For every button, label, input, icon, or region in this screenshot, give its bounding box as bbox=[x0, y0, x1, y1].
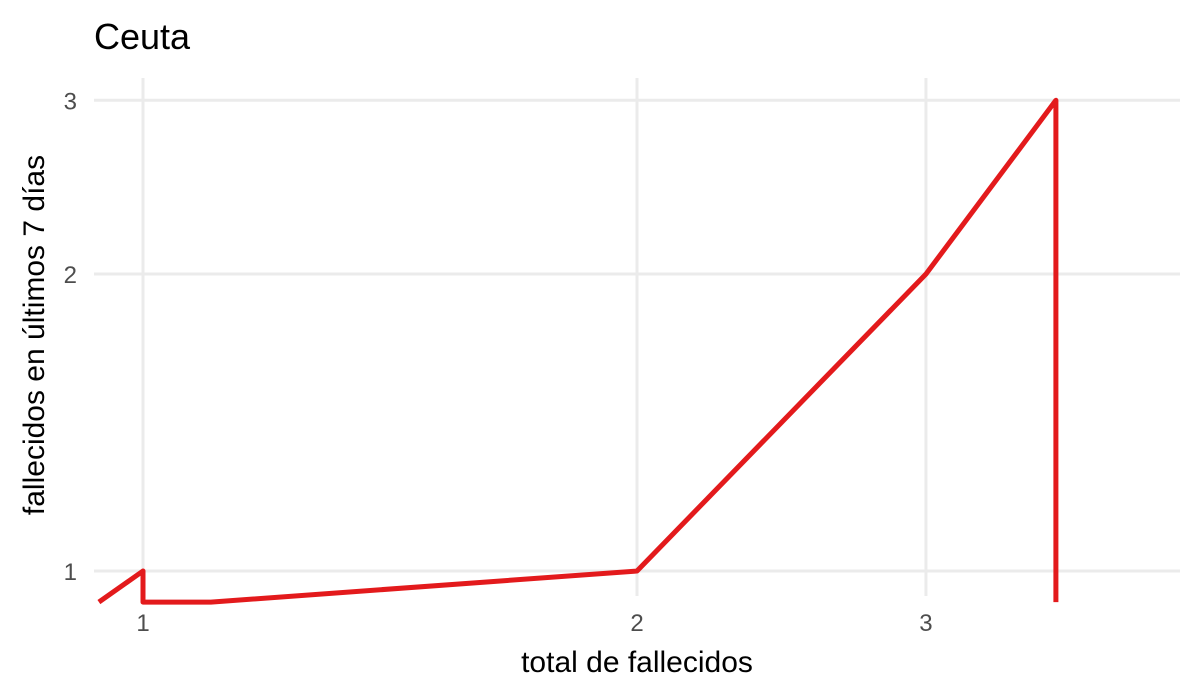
grid-layer bbox=[94, 78, 1180, 596]
y-tick-label-3: 3 bbox=[64, 88, 77, 115]
chart-title: Ceuta bbox=[94, 16, 191, 57]
x-tick-label-2: 2 bbox=[630, 610, 643, 637]
x-tick-label-1: 1 bbox=[136, 610, 149, 637]
tick-layer: 1 2 3 1 2 3 bbox=[64, 88, 933, 637]
series-layer bbox=[97, 97, 1059, 605]
series-line-1 bbox=[97, 97, 1059, 605]
y-tick-label-2: 2 bbox=[64, 262, 77, 289]
y-axis-title: fallecidos en últimos 7 días bbox=[18, 155, 51, 515]
y-tick-label-1: 1 bbox=[64, 559, 77, 586]
x-tick-label-3: 3 bbox=[919, 610, 932, 637]
x-axis-title: total de fallecidos bbox=[521, 646, 753, 679]
